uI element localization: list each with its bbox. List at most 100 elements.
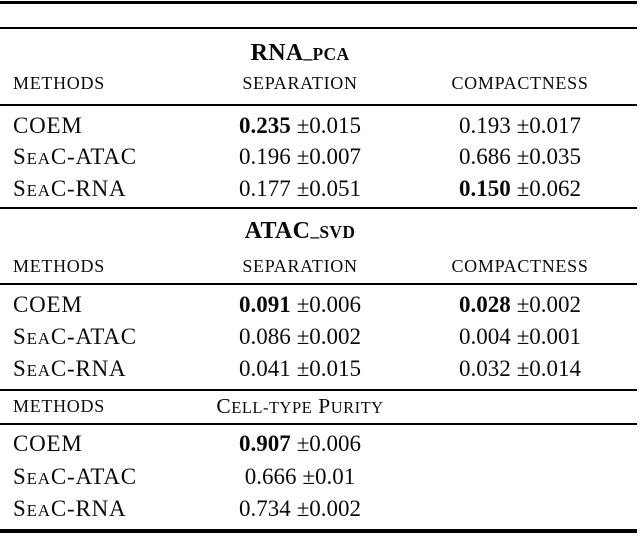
table-rule-sec2-header: [0, 282, 637, 285]
metric-value: 0.666: [244, 464, 297, 489]
metric-std: ±0.007: [296, 144, 362, 169]
column-header-methods: METHODS: [13, 256, 105, 276]
method-name: COEM: [13, 113, 83, 138]
section-title-rna-pca: RNA_PCA: [185, 40, 415, 67]
separation-cell: 0.041 ±0.015: [185, 356, 415, 382]
metric-value: 0.235: [238, 113, 291, 138]
column-header-separation: SEPARATION: [242, 73, 358, 93]
table-rule-sec2-bottom: [0, 388, 637, 391]
method-cell: SEAC-ATAC: [13, 324, 193, 352]
section-title-main: RNA: [250, 40, 304, 66]
compactness-cell: 0.032 ±0.014: [405, 356, 635, 382]
method-name: S: [13, 324, 27, 349]
method-name: S: [13, 144, 27, 169]
metric-std: ±0.002: [296, 324, 362, 349]
table-row: SEAC-RNA 0.734 ±0.002: [0, 496, 640, 522]
method-name-smallcaps: EA: [26, 469, 51, 488]
table-rule-sec3-header: [0, 423, 637, 425]
purity-header-small1: ELL-TYPE: [231, 398, 313, 417]
purity-cell: 0.734 ±0.002: [185, 496, 415, 522]
column-header-methods: METHODS: [13, 73, 105, 93]
purity-cell: 0.907 ±0.006: [185, 431, 415, 457]
method-name-rest: C-RNA: [50, 176, 127, 201]
method-name-rest: C-ATAC: [50, 324, 137, 349]
table-rule-sec1-bottom: [0, 206, 637, 209]
table-row: COEM 0.907 ±0.006: [0, 431, 640, 457]
metric-std: ±0.006: [296, 292, 362, 317]
section-title-row: ATAC_SVD: [0, 218, 640, 244]
method-cell: SEAC-RNA: [13, 496, 193, 524]
method-name: S: [13, 496, 27, 521]
compactness-cell: 0.028 ±0.002: [405, 292, 635, 318]
separation-cell: 0.086 ±0.002: [185, 324, 415, 350]
table-row: SEAC-RNA 0.177 ±0.051 0.150 ±0.062: [0, 176, 640, 202]
metric-std: ±0.017: [516, 113, 582, 138]
metric-value: 0.091: [238, 292, 291, 317]
metric-value: 0.041: [238, 356, 291, 381]
column-header-separation: SEPARATION: [242, 256, 358, 276]
purity-header-small2: URITY: [330, 398, 384, 417]
column-header-methods: METHODS: [13, 396, 105, 416]
method-name-smallcaps: EA: [26, 501, 51, 520]
metric-std: ±0.01: [302, 464, 356, 489]
purity-cell: 0.666 ±0.01: [185, 464, 415, 490]
metric-value: 0.150: [458, 176, 511, 201]
separation-cell: 0.196 ±0.007: [185, 144, 415, 170]
method-name-rest: C-ATAC: [50, 464, 137, 489]
method-name: S: [13, 464, 27, 489]
separation-cell: 0.177 ±0.051: [185, 176, 415, 202]
column-header-compactness: COMPACTNESS: [451, 73, 589, 93]
method-name-smallcaps: EA: [26, 149, 51, 168]
table-row: SEAC-ATAC 0.086 ±0.002 0.004 ±0.001: [0, 324, 640, 350]
method-name: COEM: [13, 292, 83, 317]
column-header-row: METHODS SEPARATION COMPACTNESS: [0, 70, 640, 96]
method-cell: COEM: [13, 292, 193, 320]
metric-std: ±0.051: [296, 176, 362, 201]
compactness-cell: 0.193 ±0.017: [405, 113, 635, 139]
column-header-cell-type-purity: CELL-TYPE PURITY: [185, 393, 415, 422]
section-title-main: ATAC: [244, 218, 311, 244]
table-rule-sec1-header: [0, 103, 637, 106]
metric-value: 0.028: [458, 292, 511, 317]
metric-value: 0.196: [238, 144, 291, 169]
metric-value: 0.734: [238, 496, 291, 521]
metric-value: 0.004: [458, 324, 511, 349]
method-name-rest: C-RNA: [50, 496, 127, 521]
column-header-row: METHODS CELL-TYPE PURITY: [0, 393, 640, 419]
metric-value: 0.177: [238, 176, 291, 201]
method-cell: SEAC-RNA: [13, 356, 193, 384]
metric-std: ±0.062: [516, 176, 582, 201]
method-cell: COEM: [13, 113, 193, 141]
separation-cell: 0.091 ±0.006: [185, 292, 415, 318]
method-cell: SEAC-ATAC: [13, 464, 193, 492]
section-title-sub: SVD: [319, 222, 356, 242]
metric-value: 0.086: [238, 324, 291, 349]
metric-value: 0.686: [458, 144, 511, 169]
table-rule-top-outer: [0, 0, 637, 4]
compactness-cell: 0.686 ±0.035: [405, 144, 635, 170]
method-name-smallcaps: EA: [26, 181, 51, 200]
column-header-compactness: COMPACTNESS: [451, 256, 589, 276]
metric-std: ±0.035: [516, 144, 582, 169]
table-row: SEAC-ATAC 0.666 ±0.01: [0, 464, 640, 490]
metric-std: ±0.002: [296, 496, 362, 521]
metric-std: ±0.014: [516, 356, 582, 381]
table-row: COEM 0.235 ±0.015 0.193 ±0.017: [0, 113, 640, 139]
metric-std: ±0.006: [296, 431, 362, 456]
section-title-row: RNA_PCA: [0, 40, 640, 66]
section-title-sub: PCA: [312, 44, 350, 64]
table-row: SEAC-ATAC 0.196 ±0.007 0.686 ±0.035: [0, 144, 640, 170]
table-row: COEM 0.091 ±0.006 0.028 ±0.002: [0, 292, 640, 318]
underscore-glyph: _: [310, 220, 320, 240]
method-name-smallcaps: EA: [26, 361, 51, 380]
method-name: COEM: [13, 431, 83, 456]
column-header-row: METHODS SEPARATION COMPACTNESS: [0, 253, 640, 279]
metric-value: 0.032: [458, 356, 511, 381]
underscore-glyph: _: [303, 42, 313, 62]
table-rule-bottom: [0, 529, 637, 533]
metric-std: ±0.002: [516, 292, 582, 317]
method-cell: COEM: [13, 431, 193, 459]
compactness-cell: 0.004 ±0.001: [405, 324, 635, 350]
method-cell: SEAC-RNA: [13, 176, 193, 204]
separation-cell: 0.235 ±0.015: [185, 113, 415, 139]
